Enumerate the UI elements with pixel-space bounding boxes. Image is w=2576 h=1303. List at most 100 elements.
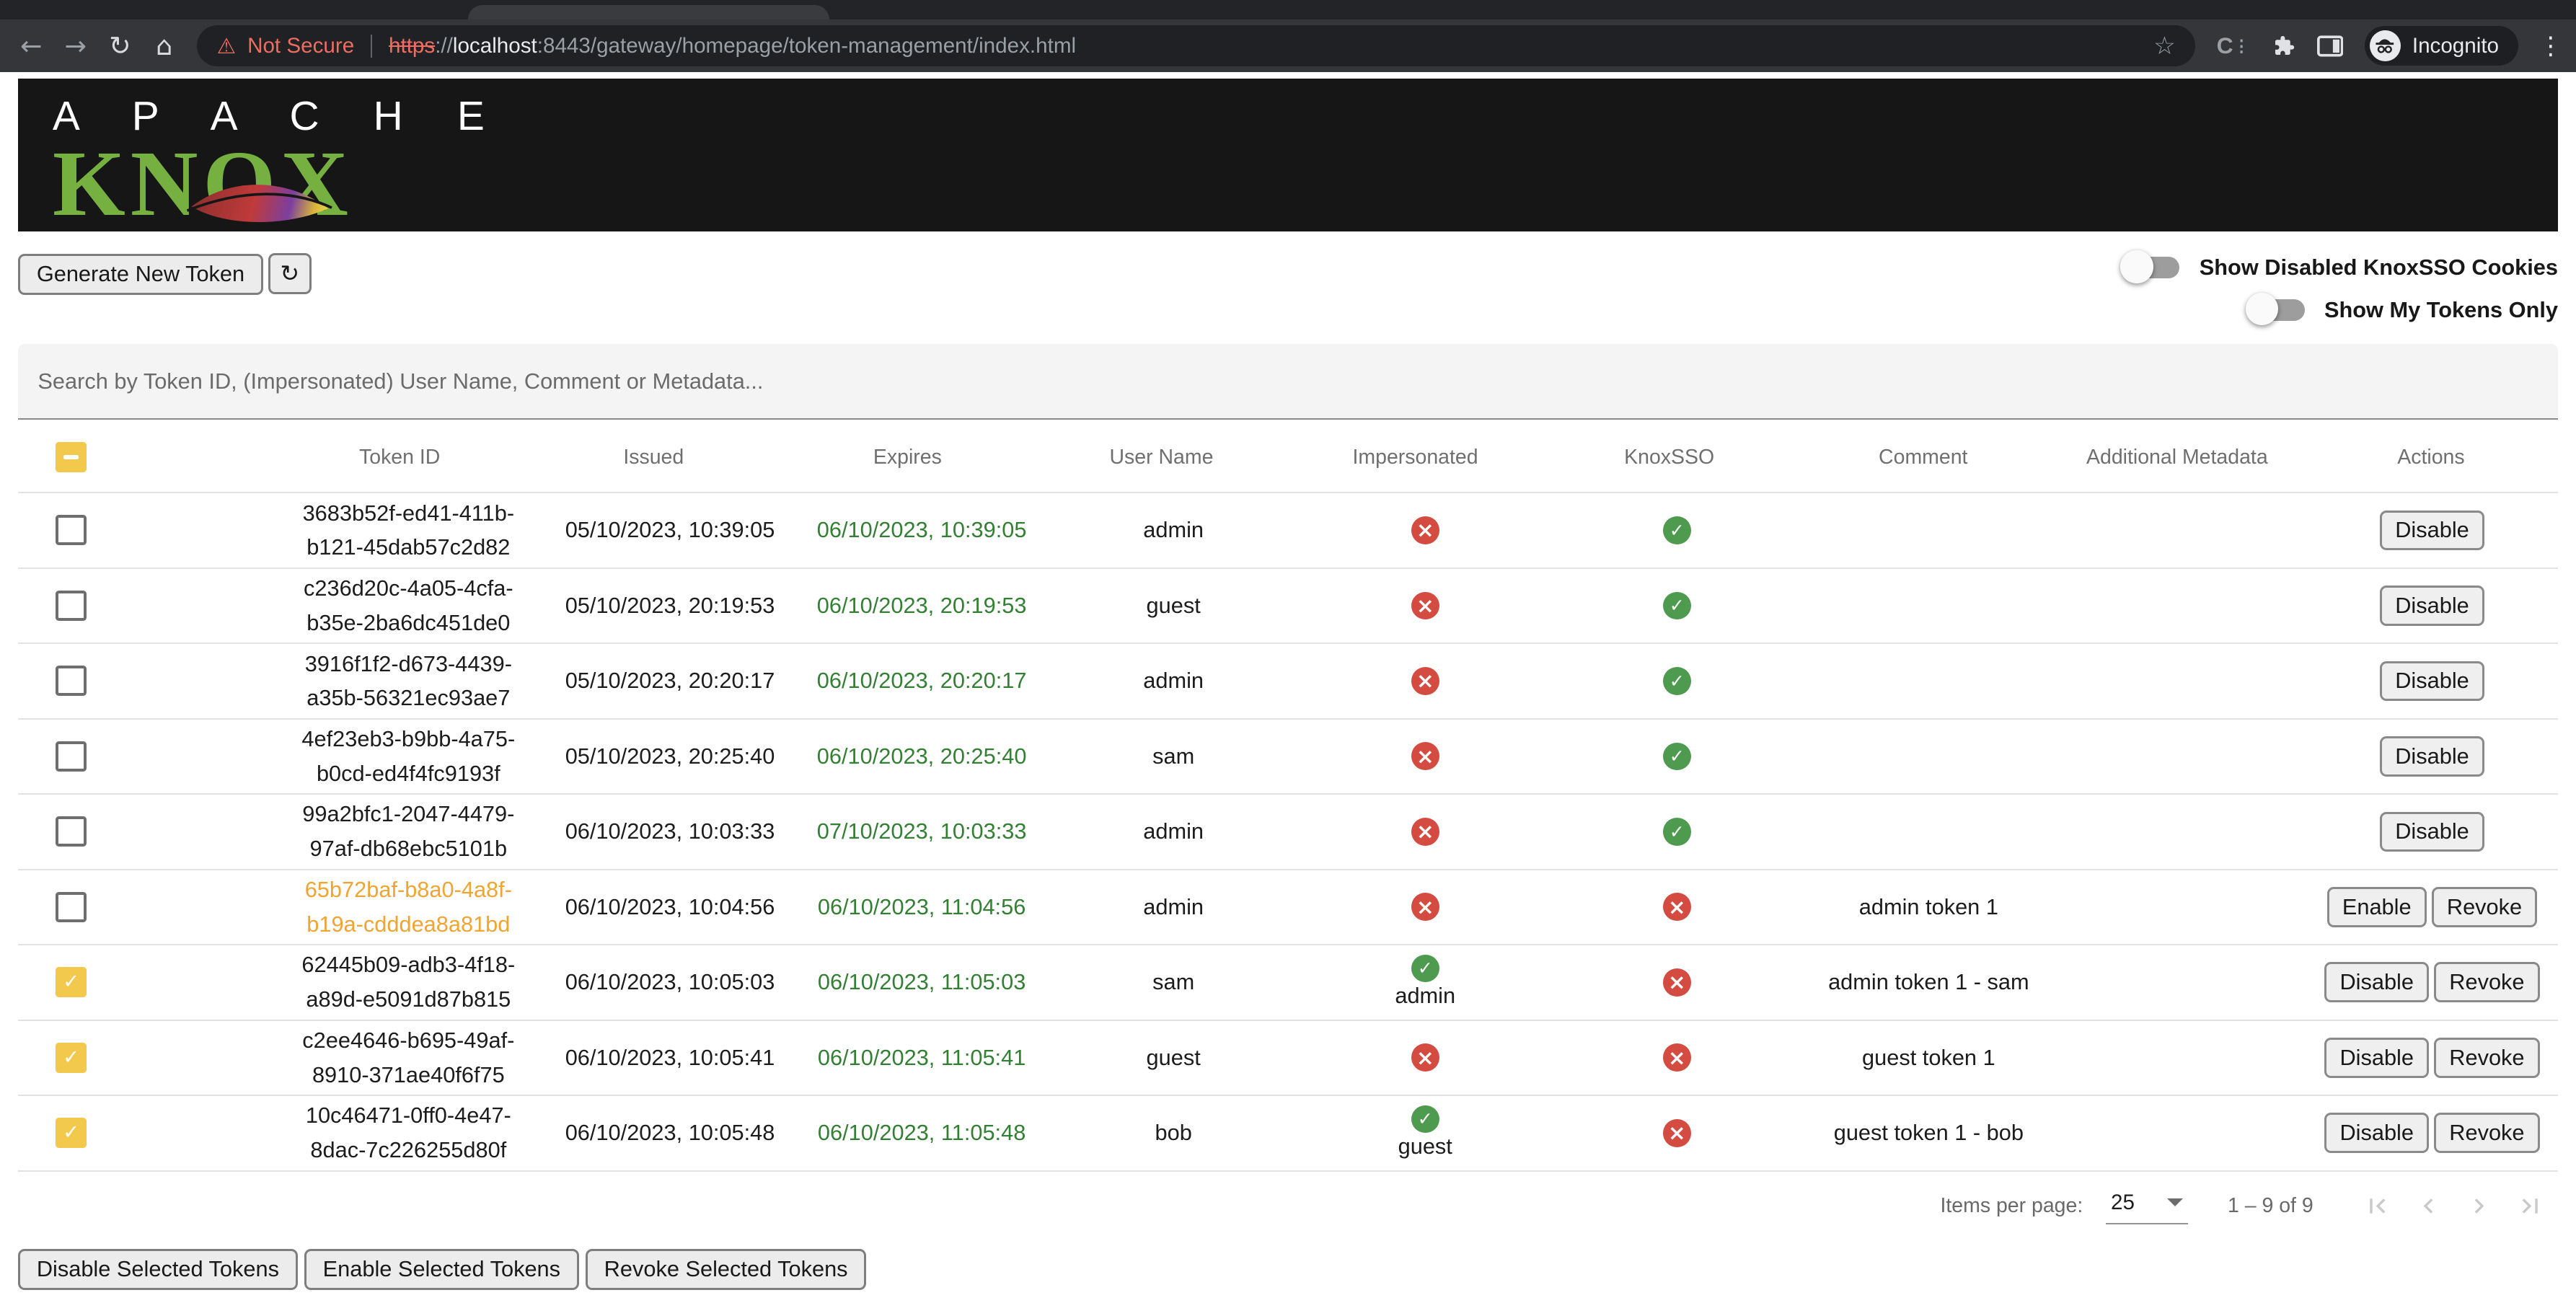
token-id-cell: 3683b52f-ed41-411b-b121-45dab57c2d82 [302, 500, 515, 560]
comment-cell: admin token 1 - sam [1828, 969, 2029, 995]
column-header: Token ID [359, 445, 441, 469]
first-page-button[interactable] [2359, 1188, 2395, 1224]
pagination-nav [2359, 1188, 2548, 1224]
impersonated-cell: × [1300, 1043, 1551, 1072]
cancel-icon: × [1411, 893, 1439, 922]
check-circle-icon: ✓ [1662, 516, 1691, 544]
row-checkbox[interactable] [56, 666, 87, 697]
checkbox-cell [18, 666, 273, 697]
revoke-token-button[interactable]: Revoke [2434, 1113, 2540, 1154]
browser-menu-icon[interactable]: ⋮ [2538, 31, 2563, 61]
actions-cell: Disable [2306, 510, 2558, 551]
knoxsso-cell: ✓ [1551, 742, 1803, 771]
impersonated-cell: × [1300, 591, 1551, 620]
expires-cell: 06/10/2023, 11:05:03 [817, 969, 1026, 995]
toggle-show-my-tokens: Show My Tokens Only [2245, 292, 2558, 326]
impersonated-cell: × [1300, 742, 1551, 771]
disable-token-button[interactable]: Disable [2324, 1113, 2430, 1154]
impersonated-cell: × [1300, 893, 1551, 922]
select-all-checkbox[interactable] [56, 442, 87, 473]
comment-cell: guest token 1 - bob [1833, 1120, 2024, 1146]
items-per-page-select[interactable]: 25 [2106, 1187, 2189, 1225]
table-body: 3683b52f-ed41-411b-b121-45dab57c2d82 05/… [18, 492, 2558, 1172]
toggle-label: Show My Tokens Only [2324, 296, 2558, 322]
revoke-selected-tokens-button[interactable]: Revoke Selected Tokens [585, 1248, 867, 1290]
username-cell: guest [1146, 592, 1201, 618]
issued-cell: 06/10/2023, 10:04:56 [565, 893, 775, 919]
token-id-cell: 3916f1f2-d673-4439-a35b-56321ec93ae7 [304, 650, 512, 711]
reload-icon[interactable]: ↻ [108, 30, 131, 62]
active-tab[interactable] [468, 4, 830, 20]
enable-selected-tokens-button[interactable]: Enable Selected Tokens [304, 1248, 579, 1290]
column-header: Additional Metadata [2086, 445, 2268, 469]
username-cell: sam [1152, 743, 1195, 769]
address-bar[interactable]: ⚠ Not Secure https://localhost:8443/gate… [197, 25, 2196, 67]
knoxsso-cell: × [1551, 1043, 1803, 1072]
back-icon[interactable]: ← [20, 30, 43, 62]
disable-token-button[interactable]: Disable [2379, 510, 2484, 551]
actions-cell: Disable Revoke [2306, 1113, 2558, 1154]
url-scheme: https [389, 33, 436, 58]
revoke-token-button[interactable]: Revoke [2434, 1037, 2540, 1078]
controls-bar: Generate New Token ↻ Show Disabled KnoxSS… [18, 250, 2558, 326]
row-checkbox[interactable]: ✓ [56, 1118, 87, 1149]
token-id-cell: c2ee4646-b695-49af-8910-371ae40f6f75 [302, 1027, 515, 1087]
disable-token-button[interactable]: Disable [2379, 811, 2484, 852]
actions-cell: Disable [2306, 811, 2558, 852]
previous-page-button[interactable] [2410, 1188, 2446, 1224]
username-cell: sam [1152, 969, 1195, 995]
expires-cell: 06/10/2023, 20:25:40 [816, 743, 1027, 769]
revoke-token-button[interactable]: Revoke [2431, 886, 2538, 927]
disable-token-button[interactable]: Disable [2324, 962, 2430, 1003]
disable-token-button[interactable]: Disable [2379, 661, 2484, 702]
side-panel-icon[interactable] [2316, 35, 2344, 58]
impersonated-cell: ✓ guest [1300, 1105, 1551, 1161]
username-cell: admin [1143, 893, 1204, 919]
row-checkbox[interactable]: ✓ [56, 1042, 87, 1073]
expires-cell: 06/10/2023, 11:05:48 [817, 1120, 1026, 1146]
generate-token-group: Generate New Token ↻ [18, 252, 312, 323]
last-page-button[interactable] [2512, 1188, 2548, 1224]
column-header: Impersonated [1352, 445, 1478, 469]
disable-token-button[interactable]: Disable [2379, 586, 2484, 626]
next-page-button[interactable] [2461, 1188, 2497, 1224]
check-circle-icon: ✓ [1662, 818, 1691, 846]
row-checkbox[interactable] [56, 590, 87, 621]
actions-cell: Disable [2306, 736, 2558, 777]
row-checkbox[interactable] [56, 515, 87, 546]
row-checkbox[interactable]: ✓ [56, 967, 87, 998]
column-header: Expires [873, 445, 942, 469]
disable-token-button[interactable]: Disable [2324, 1037, 2430, 1078]
bookmark-star-icon[interactable]: ☆ [2153, 31, 2176, 61]
generate-new-token-button[interactable]: Generate New Token [18, 253, 263, 295]
search-input[interactable] [18, 368, 2558, 394]
row-checkbox[interactable] [56, 816, 87, 847]
paginator: Items per page: 25 1 – 9 of 9 [18, 1172, 2558, 1241]
extensions-puzzle-icon[interactable] [2271, 34, 2295, 58]
cancel-icon: × [1411, 742, 1439, 771]
home-icon[interactable]: ⌂ [156, 30, 173, 62]
row-checkbox[interactable] [56, 741, 87, 772]
enable-token-button[interactable]: Enable [2326, 886, 2427, 927]
toggle-switch[interactable] [2120, 250, 2180, 283]
not-secure-warning-icon[interactable]: ⚠ [216, 33, 237, 58]
column-header: Actions [2397, 445, 2465, 469]
forward-icon[interactable]: → [64, 30, 87, 62]
issued-cell: 06/10/2023, 10:05:03 [565, 969, 775, 995]
url-text: https://localhost:8443/gateway/homepage/… [389, 34, 2153, 58]
disable-selected-tokens-button[interactable]: Disable Selected Tokens [18, 1248, 298, 1290]
row-checkbox[interactable] [56, 891, 87, 922]
comment-cell: admin token 1 [1858, 893, 1998, 919]
cancel-icon: × [1662, 1043, 1691, 1072]
toggle-switch[interactable] [2245, 292, 2305, 326]
expires-cell: 06/10/2023, 11:05:41 [817, 1044, 1026, 1070]
apache-knox-banner: A P A C H E KNOX [18, 79, 2558, 232]
token-management-page: A P A C H E KNOX Generate New Token ↻ [0, 72, 2576, 1302]
cancel-icon: × [1411, 817, 1439, 846]
revoke-token-button[interactable]: Revoke [2434, 962, 2540, 1003]
refresh-tokens-button[interactable]: ↻ [268, 252, 312, 294]
disable-token-button[interactable]: Disable [2379, 736, 2484, 777]
column-header: User Name [1109, 445, 1214, 469]
cancel-icon: × [1662, 968, 1691, 997]
extension-c-icon[interactable]: C⋮ [2216, 32, 2250, 59]
